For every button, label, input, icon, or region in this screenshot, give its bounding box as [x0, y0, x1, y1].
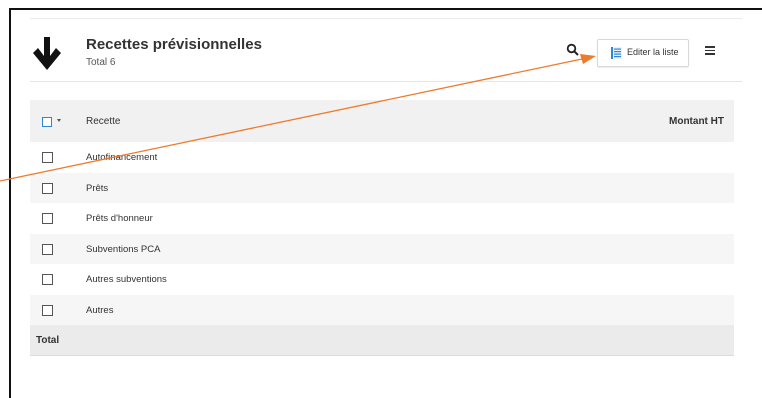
table-row[interactable]: Autres [30, 294, 734, 325]
page-title: Recettes prévisionnelles [86, 36, 262, 53]
edit-list-button[interactable]: Editer la liste [597, 39, 689, 67]
card-header: Recettes prévisionnelles Total 6 Editer … [30, 19, 742, 82]
table-header: Recette Montant HT [30, 100, 734, 142]
row-checkbox[interactable] [42, 243, 53, 255]
recettes-card: Recettes prévisionnelles Total 6 Editer … [30, 18, 742, 398]
row-checkbox[interactable] [42, 274, 53, 285]
row-label: Prêts d'honneur [86, 213, 153, 224]
table-row[interactable]: Autres subventions [30, 264, 734, 295]
column-header-recette[interactable]: Recette [86, 116, 121, 127]
row-label: Autofinancement [86, 152, 158, 163]
row-checkbox[interactable] [42, 304, 53, 316]
column-header-montant[interactable]: Montant HT [669, 116, 724, 127]
total-label: Total [36, 335, 60, 346]
total-row: Total [30, 325, 734, 356]
row-label: Prêts [86, 182, 109, 194]
list-icon [611, 47, 622, 59]
recettes-table: Recette Montant HT Autofinancement Prêts… [30, 100, 734, 356]
frame-left-border [9, 8, 11, 398]
row-label: Autres subventions [86, 274, 167, 285]
table-row[interactable]: Prêts [30, 172, 734, 203]
select-all-checkbox[interactable] [42, 117, 52, 127]
row-label: Autres [86, 304, 114, 316]
table-row[interactable]: Subventions PCA [30, 233, 734, 264]
edit-list-label: Editer la liste [627, 47, 679, 57]
frame-top-border [9, 8, 762, 10]
table-row[interactable]: Prêts d'honneur [30, 203, 734, 234]
card-top-divider [30, 18, 742, 19]
row-checkbox[interactable] [42, 182, 53, 194]
arrow-down-icon [33, 37, 61, 70]
table-row[interactable]: Autofinancement [30, 142, 734, 173]
search-icon[interactable] [566, 43, 580, 57]
row-checkbox[interactable] [42, 213, 53, 224]
chevron-down-icon[interactable] [57, 119, 61, 122]
row-label: Subventions PCA [86, 243, 161, 255]
row-checkbox[interactable] [42, 152, 53, 163]
total-count: Total 6 [86, 57, 116, 68]
hamburger-menu-icon[interactable] [705, 46, 715, 55]
